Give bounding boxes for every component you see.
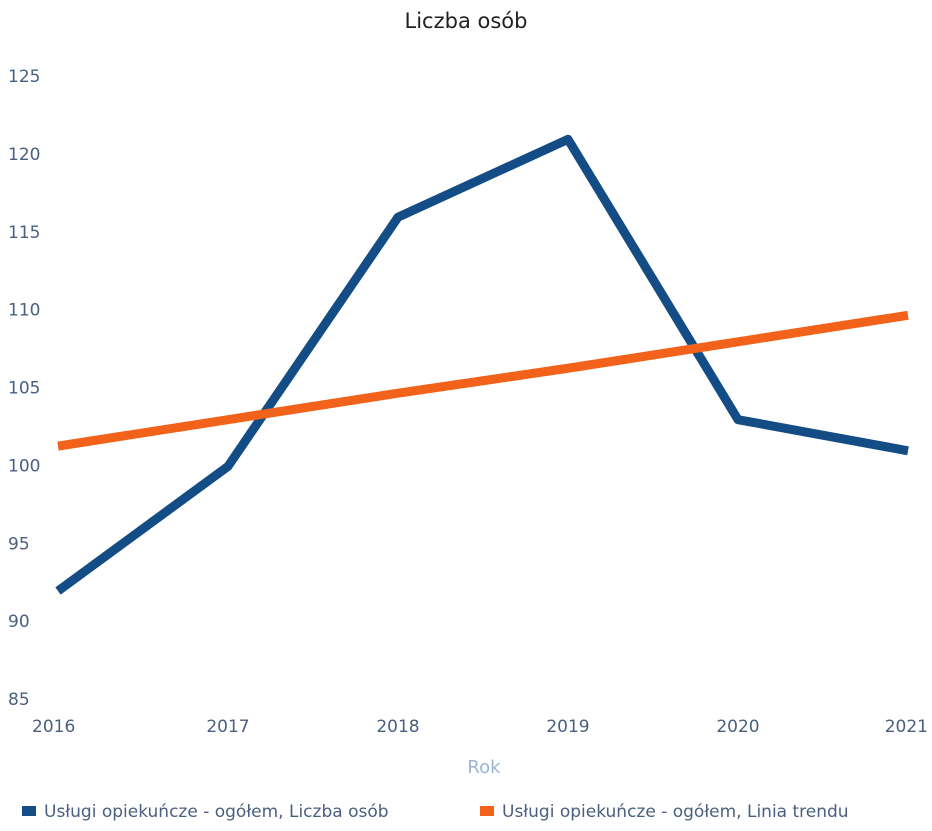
x-axis-label: Rok <box>467 757 501 778</box>
y-tick-label: 95 <box>8 534 30 554</box>
y-tick-label: 110 <box>8 301 40 321</box>
x-tick-label: 2021 <box>885 717 928 737</box>
x-tick-label: 2017 <box>206 717 249 737</box>
y-tick-label: 115 <box>8 223 40 243</box>
legend-swatch <box>480 806 494 816</box>
legend-swatch <box>22 806 36 816</box>
x-tick-label: 2016 <box>32 717 75 737</box>
series-line <box>57 310 909 451</box>
legend-label: Usługi opiekuńcze - ogółem, Linia trendu <box>502 802 849 822</box>
series-line <box>55 134 909 595</box>
y-tick-label: 90 <box>8 612 30 632</box>
x-tick-label: 2018 <box>376 717 419 737</box>
y-tick-label: 125 <box>8 67 40 87</box>
y-tick-label: 85 <box>8 690 30 710</box>
y-tick-label: 120 <box>8 145 40 165</box>
y-tick-label: 105 <box>8 379 40 399</box>
x-tick-label: 2020 <box>716 717 759 737</box>
legend-label: Usługi opiekuńcze - ogółem, Liczba osób <box>44 802 389 822</box>
y-tick-label: 100 <box>8 456 40 476</box>
chart-title: Liczba osób <box>405 9 528 33</box>
x-tick-label: 2019 <box>546 717 589 737</box>
